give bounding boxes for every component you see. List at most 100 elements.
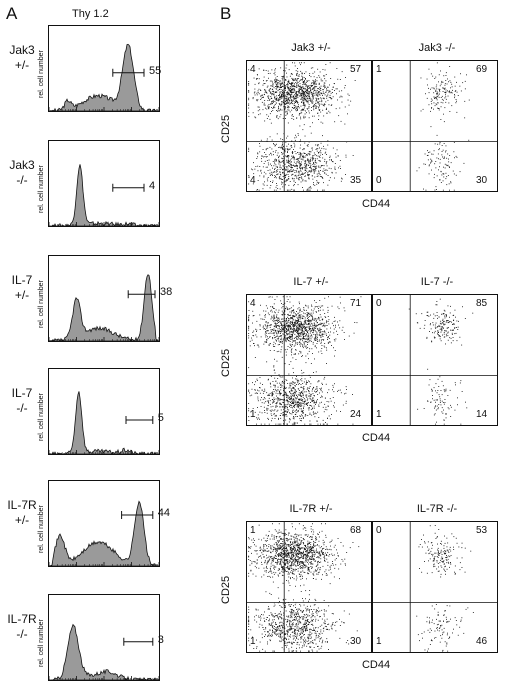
cell-event-dot [264,104,266,106]
cell-event-dot [307,313,309,315]
cell-event-dot [266,327,268,329]
cell-event-dot [290,328,292,329]
cell-event-dot [316,610,318,612]
cell-event-dot [308,326,310,328]
cell-event-dot [314,87,316,89]
cell-event-dot [325,536,327,538]
cell-event-dot [274,312,276,314]
cell-event-dot [341,329,343,331]
cell-event-dot [292,386,294,388]
cell-event-dot [274,384,276,386]
cell-event-dot [316,386,318,388]
cell-event-dot [339,79,341,80]
cell-event-dot [440,101,442,103]
cell-event-dot [254,168,256,170]
cell-event-dot [314,416,316,418]
cell-event-dot [301,73,303,75]
cell-event-dot [290,83,292,85]
cell-event-dot [285,340,287,342]
cell-event-dot [279,82,281,84]
cell-event-dot [304,401,306,402]
cell-event-dot [301,153,303,155]
cell-event-dot [284,168,286,170]
cell-event-dot [275,99,277,101]
cell-event-dot [284,332,286,334]
cell-event-dot [294,89,296,91]
cell-event-dot [276,110,277,111]
cell-event-dot [279,402,280,404]
cell-event-dot [300,561,301,562]
cell-event-dot [296,161,298,163]
cell-event-dot [301,93,302,95]
cell-event-dot [440,83,442,85]
cell-event-dot [347,99,349,101]
cell-event-dot [443,409,444,411]
cell-event-dot [287,168,289,170]
cell-event-dot [253,173,255,175]
cell-event-dot [438,407,439,409]
cell-event-dot [344,339,345,340]
cell-event-dot [300,110,302,112]
cell-event-dot [310,164,312,166]
cell-event-dot [438,386,440,387]
cell-event-dot [266,160,268,161]
cell-event-dot [285,331,286,333]
cell-event-dot [267,180,269,182]
cell-event-dot [292,395,294,397]
cell-event-dot [310,396,312,397]
cell-event-dot [304,92,305,94]
cell-event-dot [292,88,294,90]
cell-event-dot [304,135,306,137]
cell-event-dot [310,542,312,543]
cell-event-dot [442,313,444,314]
cell-event-dot [445,321,447,323]
cell-event-dot [327,140,329,142]
cell-event-dot [273,401,275,403]
cell-event-dot [279,99,281,100]
cell-event-dot [291,396,292,398]
cell-event-dot [314,71,316,73]
cell-event-dot [268,550,270,552]
cell-event-dot [317,328,319,330]
cell-event-dot [294,101,296,103]
cell-event-dot [306,189,308,191]
cell-event-dot [279,398,281,400]
cell-event-dot [298,159,300,161]
cell-event-dot [313,327,315,328]
cell-event-dot [435,97,437,99]
cell-event-dot [276,351,278,353]
cell-event-dot [260,95,262,97]
cell-event-dot [289,391,290,393]
cell-event-dot [307,172,309,174]
cell-event-dot [277,110,279,112]
cell-event-dot [453,314,455,316]
cell-event-dot [459,171,461,173]
cell-event-dot [448,408,450,410]
cell-event-dot [293,178,295,180]
cell-event-dot [319,323,320,325]
cell-event-dot [302,76,304,78]
cell-event-dot [259,418,260,420]
cell-event-dot [296,100,298,102]
cell-event-dot [330,78,332,79]
cell-event-dot [292,85,294,87]
cell-event-dot [323,84,325,86]
row-label-line: Jak3 [9,43,35,57]
cell-event-dot [285,387,287,389]
cell-event-dot [282,340,283,342]
cell-event-dot [291,170,293,172]
cell-event-dot [300,400,302,401]
cell-event-dot [274,418,276,419]
cell-event-dot [453,323,455,325]
cell-event-dot [285,114,287,116]
cell-event-dot [286,404,288,406]
cell-event-dot [310,100,311,102]
cell-event-dot [326,88,327,90]
cell-event-dot [314,165,316,167]
cell-event-dot [248,325,250,327]
cell-event-dot [312,95,314,97]
cell-event-dot [286,319,287,321]
cell-event-dot [308,341,310,343]
cell-event-dot [276,99,278,101]
cell-event-dot [300,64,301,66]
